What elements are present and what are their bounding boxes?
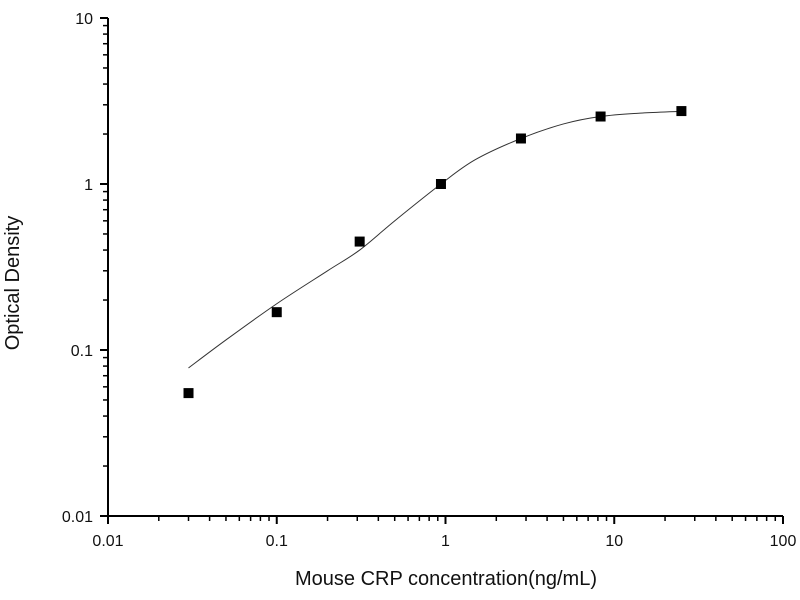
y-tick-label: 0.01 (62, 509, 93, 526)
data-point (354, 236, 365, 247)
data-point (183, 388, 194, 399)
x-tick-label: 1 (441, 533, 450, 550)
x-axis-title: Mouse CRP concentration(ng/mL) (295, 568, 597, 590)
fitted-curve-line (188, 110, 682, 369)
y-tick-label: 0.1 (71, 343, 93, 360)
data-point (271, 307, 282, 318)
x-tick-label: 100 (770, 533, 797, 550)
data-point (676, 106, 687, 117)
axes: 0.01 0.1 1 10 100 0.01 0.1 1 10 (62, 11, 797, 550)
x-tick-label: 0.1 (266, 533, 288, 550)
x-tick-label: 0.01 (92, 533, 123, 550)
x-tick-label: 10 (605, 533, 623, 550)
data-point (515, 133, 526, 144)
y-tick-label: 1 (84, 177, 93, 194)
y-tick-label: 10 (75, 11, 93, 28)
data-points-layer (183, 106, 687, 399)
fitted-curve-layer (188, 110, 682, 369)
y-axis-title: Optical Density (2, 216, 24, 351)
data-point (435, 179, 446, 189)
data-point (595, 111, 606, 122)
